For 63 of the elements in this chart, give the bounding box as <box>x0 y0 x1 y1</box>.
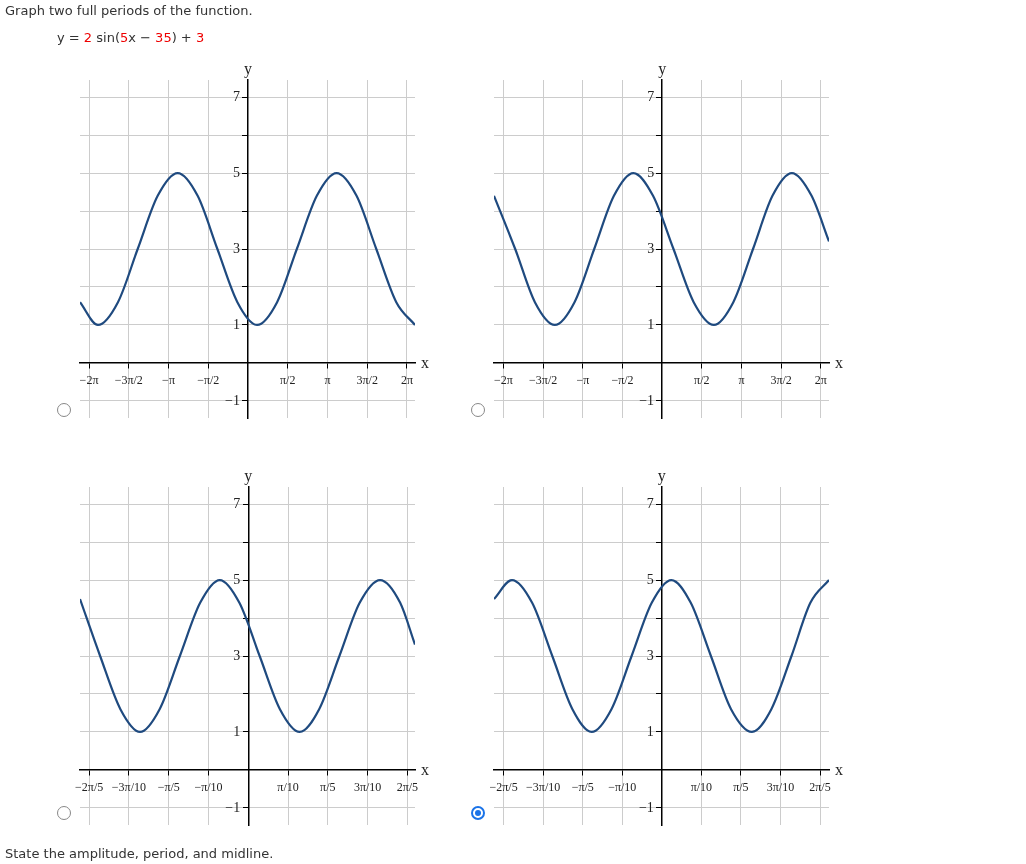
chart-subtitle: y = 2 sin(5x − 35) + 3 <box>57 30 205 45</box>
x-tick-label: −π/2 <box>611 373 634 388</box>
x-tick-label: 2π/5 <box>396 780 419 795</box>
x-tick-label: π <box>324 373 331 388</box>
y-tick-label: 7 <box>646 495 654 511</box>
x-tick-label: −π/10 <box>194 780 223 795</box>
y-tick-label: 5 <box>233 571 241 587</box>
y-tick-label: 3 <box>647 240 655 256</box>
x-tick-label: π/5 <box>320 780 336 795</box>
y-tick-label: −1 <box>225 392 241 408</box>
y-axis-title: y <box>658 60 667 78</box>
x-tick-label: −2π <box>79 373 99 388</box>
text: State the amplitude, period, and midline. <box>5 846 274 861</box>
x-axis-title: x <box>421 760 429 778</box>
y-tick-label: 3 <box>233 647 241 663</box>
y-tick-label: 1 <box>233 723 241 739</box>
x-tick-label: 3π/10 <box>766 780 795 795</box>
y-tick-label: 7 <box>647 88 655 104</box>
x-tick-label: π/2 <box>280 373 296 388</box>
x-tick-label: −3π/2 <box>114 373 143 388</box>
chart-title: Graph two full periods of the function. <box>5 3 253 18</box>
x-tick-label: −3π/10 <box>526 780 561 795</box>
x-tick-label: −π/10 <box>608 780 637 795</box>
x-axis-title: x <box>421 353 429 371</box>
x-tick-label: π/10 <box>690 780 713 795</box>
x-axis-title: x <box>835 353 843 371</box>
y-tick-label: 5 <box>233 164 241 180</box>
y-tick-label: −1 <box>639 392 655 408</box>
x-tick-label: −π/2 <box>197 373 220 388</box>
x-tick-label: −π <box>162 373 175 388</box>
x-tick-label: 2π/5 <box>809 780 831 795</box>
x-tick-label: −2π <box>494 373 513 388</box>
y-tick-label: 5 <box>646 571 654 587</box>
y-tick-label: 7 <box>233 495 241 511</box>
y-tick-label: 1 <box>646 723 654 739</box>
x-tick-label: −π <box>576 373 590 388</box>
x-tick-label: 2π <box>814 373 827 388</box>
y-tick-label: 1 <box>647 316 655 332</box>
y-tick-label: 3 <box>233 240 241 256</box>
x-tick-label: 3π/10 <box>353 780 382 795</box>
x-tick-label: −2π/5 <box>75 780 104 795</box>
x-tick-label: π/10 <box>277 780 299 795</box>
y-axis-title: y <box>244 60 253 78</box>
y-tick-label: 5 <box>647 164 655 180</box>
y-tick-label: 7 <box>233 88 241 104</box>
x-tick-label: π/5 <box>733 780 749 795</box>
y-tick-label: −1 <box>225 799 241 815</box>
x-tick-label: −2π/5 <box>489 780 518 795</box>
x-tick-label: π/2 <box>694 373 710 388</box>
y-axis-title: y <box>657 467 666 485</box>
x-tick-label: π <box>738 373 745 388</box>
x-tick-label: 2π <box>400 373 414 388</box>
x-tick-label: −3π/2 <box>529 373 558 388</box>
x-tick-label: −3π/10 <box>111 780 147 795</box>
y-tick-label: 3 <box>646 647 654 663</box>
y-axis-title: y <box>244 467 253 485</box>
x-tick-label: −π/5 <box>157 780 180 795</box>
x-tick-label: 3π/2 <box>356 373 378 388</box>
x-axis-title: x <box>835 760 843 778</box>
x-tick-label: 3π/2 <box>770 373 792 388</box>
y-tick-label: −1 <box>638 799 654 815</box>
x-tick-label: −π/5 <box>571 780 594 795</box>
y-tick-label: 1 <box>233 316 241 332</box>
